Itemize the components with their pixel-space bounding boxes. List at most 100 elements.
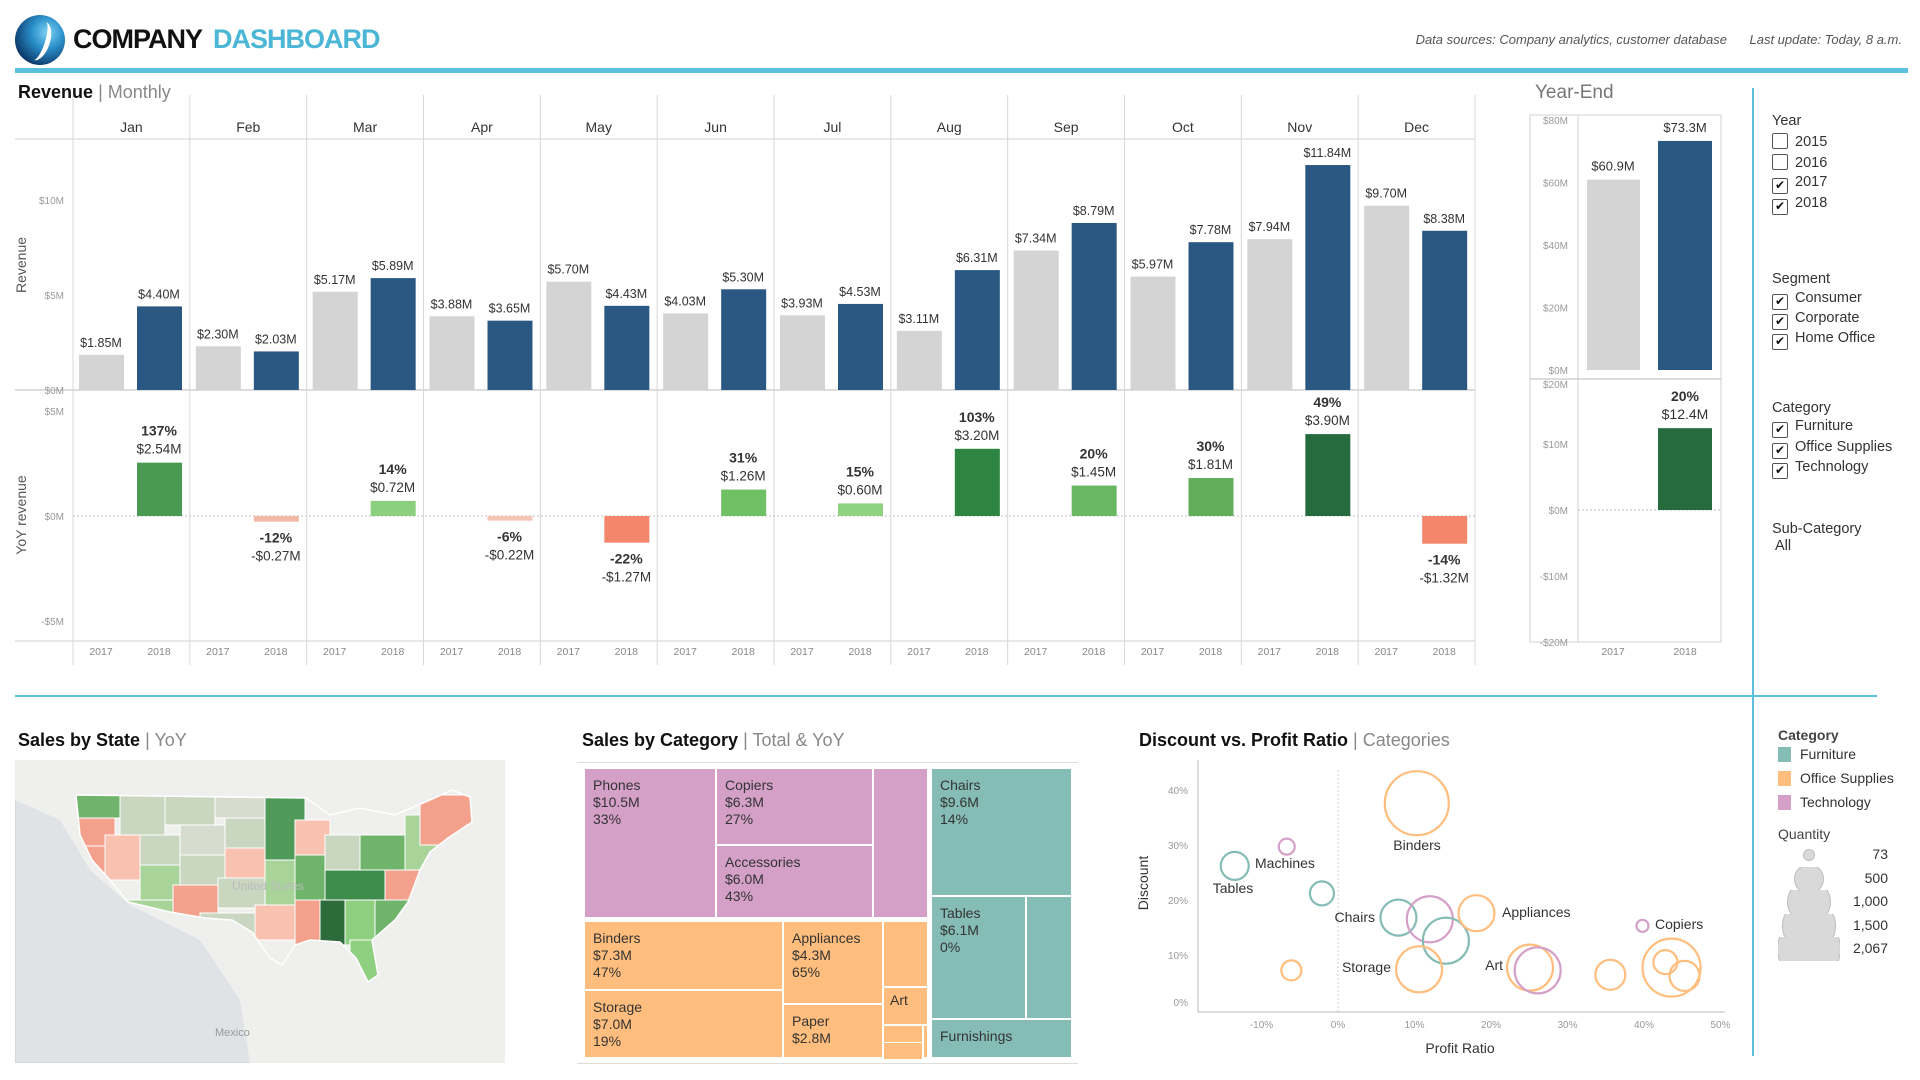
state[interactable] bbox=[254, 904, 296, 941]
bar-2017[interactable] bbox=[1013, 250, 1059, 390]
bar-2018[interactable] bbox=[954, 270, 1000, 390]
bar-2017[interactable] bbox=[429, 316, 475, 390]
bar-2018[interactable] bbox=[253, 351, 299, 390]
bar-2018[interactable] bbox=[838, 303, 883, 390]
bar-2017[interactable] bbox=[79, 354, 124, 390]
tile-phones[interactable]: Phones $10.5M 33% bbox=[584, 768, 716, 918]
checkbox-icon[interactable]: ✔ bbox=[1772, 422, 1788, 438]
tile-chairs[interactable]: Chairs $9.6M 14% bbox=[931, 768, 1072, 896]
yoy-bar[interactable] bbox=[838, 503, 883, 516]
filter-segment-home-office[interactable]: ✔ Home Office bbox=[1772, 330, 1875, 350]
legend-technology[interactable]: Technology bbox=[1778, 794, 1871, 810]
checkbox-icon[interactable]: ✔ bbox=[1772, 334, 1788, 350]
tile-office-other[interactable] bbox=[883, 921, 928, 987]
state[interactable] bbox=[294, 854, 326, 901]
bar-2017[interactable] bbox=[546, 281, 592, 390]
bar-2017[interactable] bbox=[1247, 239, 1293, 390]
bar-2018[interactable] bbox=[137, 306, 182, 390]
filter-year-2018[interactable]: ✔ 2018 bbox=[1772, 195, 1827, 215]
tile-appliances[interactable]: Appliances $4.3M 65% bbox=[783, 921, 883, 1004]
bubble-unlabeled[interactable] bbox=[1513, 946, 1562, 995]
tile-copiers[interactable]: Copiers $6.3M 27% bbox=[716, 768, 873, 845]
filter-category-technology[interactable]: ✔ Technology bbox=[1772, 459, 1868, 479]
bubble-unlabeled[interactable] bbox=[1280, 959, 1303, 982]
state[interactable] bbox=[224, 847, 266, 879]
state[interactable] bbox=[104, 834, 141, 881]
bar-2018[interactable] bbox=[1071, 222, 1117, 390]
bubble-unlabeled[interactable] bbox=[1668, 959, 1701, 993]
yoy-bar[interactable] bbox=[487, 516, 533, 521]
bar-2017[interactable] bbox=[195, 346, 241, 390]
bar-2018[interactable] bbox=[370, 278, 416, 390]
bar-2018[interactable] bbox=[1305, 165, 1351, 390]
tile-office-small-3[interactable] bbox=[923, 1025, 928, 1058]
bar-2018[interactable] bbox=[721, 289, 767, 390]
bubble-unlabeled[interactable] bbox=[1421, 916, 1470, 965]
tile-binders[interactable]: Binders $7.3M 47% bbox=[584, 921, 783, 990]
bar-2017[interactable] bbox=[663, 313, 709, 390]
sales-by-state-map[interactable]: United States Mexico bbox=[15, 760, 505, 1063]
year-end-bar-2017[interactable] bbox=[1587, 179, 1640, 370]
year-end-bar-2018[interactable] bbox=[1658, 140, 1712, 370]
bar-2018[interactable] bbox=[604, 305, 650, 390]
subcategory-filter-value[interactable]: All bbox=[1775, 538, 1792, 554]
tile-furnishings[interactable]: Furnishings bbox=[931, 1019, 1072, 1058]
tile-office-small-2[interactable] bbox=[883, 1042, 923, 1060]
state[interactable] bbox=[139, 834, 181, 866]
yoy-bar[interactable] bbox=[370, 500, 416, 516]
bubble-unlabeled[interactable] bbox=[1652, 949, 1679, 976]
checkbox-icon[interactable] bbox=[1772, 154, 1788, 170]
yoy-bar[interactable] bbox=[1305, 434, 1351, 516]
checkbox-icon[interactable]: ✔ bbox=[1772, 178, 1788, 194]
bubble-unlabeled[interactable] bbox=[1308, 880, 1336, 907]
checkbox-icon[interactable] bbox=[1772, 133, 1788, 149]
tile-furniture-other[interactable] bbox=[1026, 896, 1072, 1019]
year-end-yoy-bar[interactable] bbox=[1658, 428, 1712, 510]
bubble-tables[interactable] bbox=[1219, 850, 1250, 881]
bubble-unlabeled[interactable] bbox=[1594, 958, 1627, 991]
bubble-appliances[interactable] bbox=[1457, 894, 1496, 933]
bubble-unlabeled[interactable] bbox=[1405, 895, 1454, 944]
bubble-binders[interactable] bbox=[1383, 770, 1450, 837]
tile-paper[interactable]: Paper $2.8M bbox=[783, 1004, 883, 1058]
checkbox-icon[interactable]: ✔ bbox=[1772, 294, 1788, 310]
bar-2017[interactable] bbox=[780, 315, 825, 390]
filter-category-office-supplies[interactable]: ✔ Office Supplies bbox=[1772, 439, 1892, 459]
bar-2018[interactable] bbox=[1188, 242, 1234, 390]
bar-2017[interactable] bbox=[896, 330, 942, 390]
legend-office-supplies[interactable]: Office Supplies bbox=[1778, 770, 1894, 786]
bar-2017[interactable] bbox=[312, 291, 358, 390]
yoy-bar[interactable] bbox=[1422, 516, 1468, 544]
legend-furniture[interactable]: Furniture bbox=[1778, 746, 1856, 762]
filter-category-furniture[interactable]: ✔ Furniture bbox=[1772, 418, 1853, 438]
tile-storage[interactable]: Storage $7.0M 19% bbox=[584, 990, 783, 1058]
yoy-bar[interactable] bbox=[253, 516, 299, 522]
bubble-unlabeled[interactable] bbox=[1641, 937, 1702, 998]
bubble-art[interactable] bbox=[1505, 943, 1555, 992]
filter-year-2016[interactable]: 2016 bbox=[1772, 154, 1827, 171]
bubble-storage[interactable] bbox=[1394, 945, 1444, 994]
state[interactable] bbox=[224, 817, 266, 849]
checkbox-icon[interactable]: ✔ bbox=[1772, 314, 1788, 330]
yoy-bar[interactable] bbox=[721, 489, 767, 516]
tile-accessories[interactable]: Accessories $6.0M 43% bbox=[716, 845, 873, 918]
filter-year-2017[interactable]: ✔ 2017 bbox=[1772, 174, 1827, 194]
state[interactable] bbox=[217, 877, 266, 909]
filter-segment-corporate[interactable]: ✔ Corporate bbox=[1772, 310, 1859, 330]
checkbox-icon[interactable]: ✔ bbox=[1772, 443, 1788, 459]
bubble-chairs[interactable] bbox=[1379, 898, 1418, 937]
checkbox-icon[interactable]: ✔ bbox=[1772, 463, 1788, 479]
bar-2017[interactable] bbox=[1364, 205, 1410, 390]
yoy-bar[interactable] bbox=[954, 448, 1000, 516]
yoy-bar[interactable] bbox=[137, 462, 182, 516]
state[interactable] bbox=[324, 869, 386, 901]
bar-2018[interactable] bbox=[1422, 230, 1468, 390]
bar-2018[interactable] bbox=[487, 320, 533, 390]
state[interactable] bbox=[119, 790, 166, 836]
state[interactable] bbox=[359, 834, 406, 871]
filter-year-2015[interactable]: 2015 bbox=[1772, 133, 1827, 150]
tile-art[interactable]: Art bbox=[883, 987, 928, 1025]
yoy-bar[interactable] bbox=[1071, 485, 1117, 516]
bubble-copiers[interactable] bbox=[1635, 918, 1650, 933]
yoy-bar[interactable] bbox=[1188, 477, 1234, 516]
